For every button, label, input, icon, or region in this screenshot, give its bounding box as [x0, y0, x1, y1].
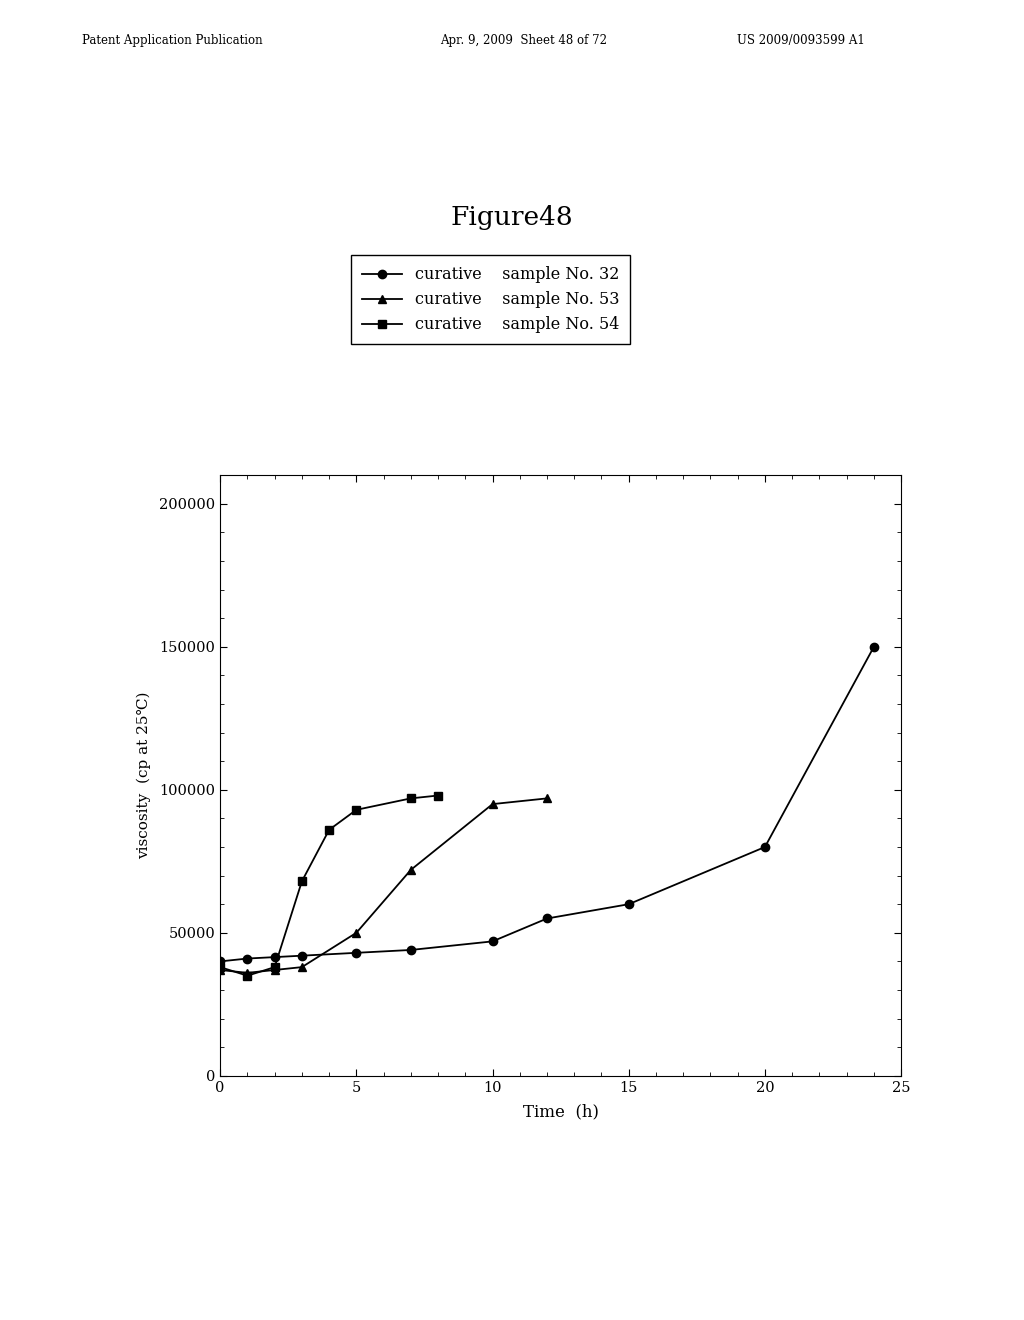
- Text: Apr. 9, 2009  Sheet 48 of 72: Apr. 9, 2009 Sheet 48 of 72: [440, 34, 607, 48]
- X-axis label: Time  (h): Time (h): [522, 1104, 599, 1119]
- Text: Patent Application Publication: Patent Application Publication: [82, 34, 262, 48]
- Text: US 2009/0093599 A1: US 2009/0093599 A1: [737, 34, 865, 48]
- Y-axis label: viscosity  (cp at 25℃): viscosity (cp at 25℃): [136, 692, 151, 859]
- Text: Figure48: Figure48: [451, 205, 573, 230]
- Legend: curative    sample No. 32, curative    sample No. 53, curative    sample No. 54: curative sample No. 32, curative sample …: [350, 255, 631, 345]
